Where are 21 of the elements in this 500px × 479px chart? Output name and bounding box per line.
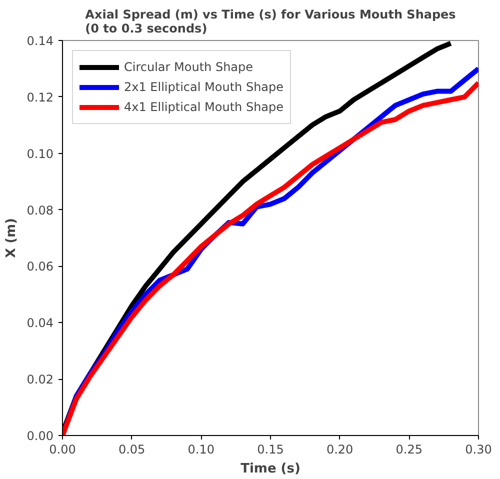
- legend-label: 4x1 Elliptical Mouth Shape: [124, 100, 284, 114]
- y-tick-label: 0.08: [26, 203, 54, 218]
- y-tick-label: 0.04: [26, 316, 54, 330]
- chart-title: Axial Spread (m) vs Time (s) for Various Mouth Shapes (0 to 0.3 seconds): [85, 8, 456, 36]
- x-tick-label: 0.30: [465, 442, 492, 456]
- x-tick-label: 0.00: [49, 442, 76, 456]
- y-tick-label: 0.14: [26, 34, 54, 48]
- y-tick-label: 0.10: [26, 146, 54, 161]
- x-tick-label: 0.25: [396, 442, 423, 456]
- x-tick-label: 0.10: [188, 442, 215, 456]
- x-tick-label: 0.05: [118, 442, 146, 456]
- x-tick-label: 0.20: [326, 442, 354, 456]
- legend-label: 2x1 Elliptical Mouth Shape: [124, 80, 284, 94]
- x-tick-label: 0.15: [257, 442, 284, 456]
- y-axis-title: X (m): [4, 218, 19, 258]
- y-tick-label: 0.00: [26, 429, 54, 443]
- y-tick-label: 0.06: [26, 260, 54, 274]
- x-axis-title: Time (s): [240, 462, 300, 476]
- legend-label: Circular Mouth Shape: [124, 60, 254, 74]
- y-tick-label: 0.02: [26, 372, 54, 387]
- y-tick-label: 0.12: [26, 90, 54, 104]
